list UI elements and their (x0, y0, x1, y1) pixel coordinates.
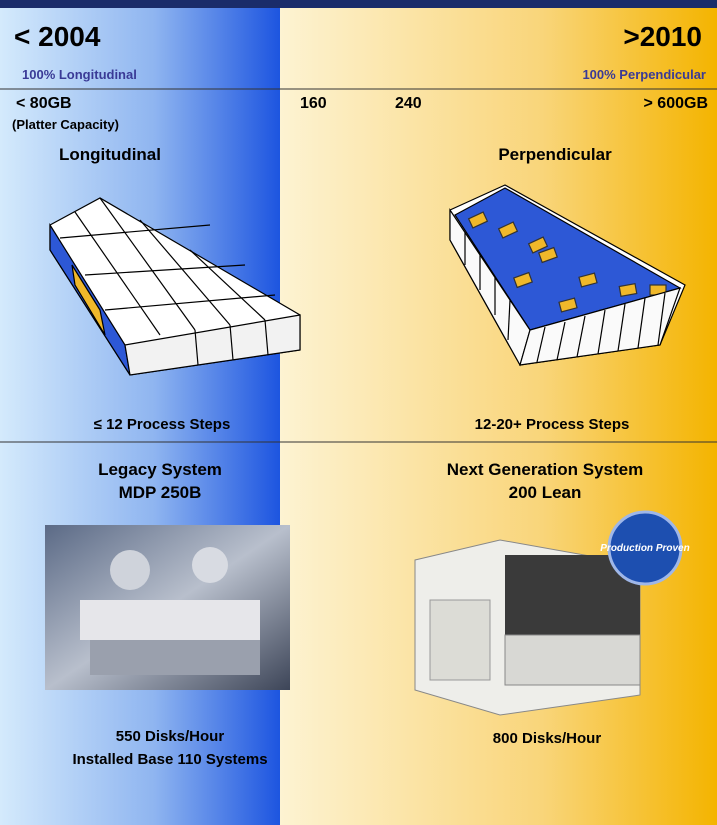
capacity-label: > 600GB (644, 95, 708, 112)
capacity-label: < 80GB (16, 95, 72, 112)
right-title: Perpendicular (498, 145, 612, 164)
legacy-system-photo (45, 525, 290, 690)
longitudinal-illustration (49, 197, 301, 376)
right-year: >2010 (623, 21, 702, 52)
left-share: 100% Longitudinal (22, 67, 137, 82)
left-title: Longitudinal (59, 145, 161, 164)
top-band (0, 0, 717, 8)
capacity-label: 160 (300, 95, 327, 112)
perpendicular-illustration (449, 184, 686, 367)
next-generation-photo: Production Proven (414, 510, 690, 716)
right-system-title: Next Generation System (447, 460, 644, 479)
right-steps: 12-20+ Process Steps (475, 416, 630, 433)
right-share: 100% Perpendicular (582, 67, 706, 82)
badge-text: Production Proven (600, 543, 689, 554)
right-system-model: 200 Lean (509, 483, 582, 502)
capacity-caption: (Platter Capacity) (12, 117, 119, 132)
left-rate: 550 Disks/Hour (116, 728, 225, 745)
left-year: < 2004 (14, 21, 101, 52)
left-steps: ≤ 12 Process Steps (94, 416, 231, 433)
right-rate: 800 Disks/Hour (493, 730, 602, 747)
left-base: Installed Base 110 Systems (72, 751, 267, 768)
left-system-title: Legacy System (98, 460, 222, 479)
capacity-label: 240 (395, 95, 422, 112)
left-system-model: MDP 250B (119, 483, 202, 502)
